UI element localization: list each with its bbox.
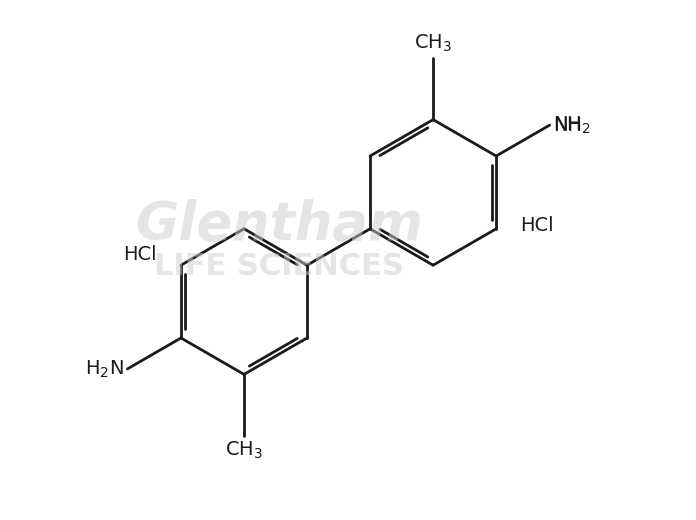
- Text: NH: NH: [553, 115, 583, 135]
- Text: CH$_3$: CH$_3$: [414, 33, 452, 54]
- Text: Glentham: Glentham: [135, 199, 422, 251]
- Text: NH$_2$: NH$_2$: [553, 114, 591, 136]
- Text: H$_2$N: H$_2$N: [85, 358, 124, 380]
- Text: LIFE SCIENCES: LIFE SCIENCES: [154, 252, 404, 281]
- Text: CH$_3$: CH$_3$: [225, 440, 263, 461]
- Text: HCl: HCl: [521, 216, 554, 235]
- Text: HCl: HCl: [123, 245, 157, 264]
